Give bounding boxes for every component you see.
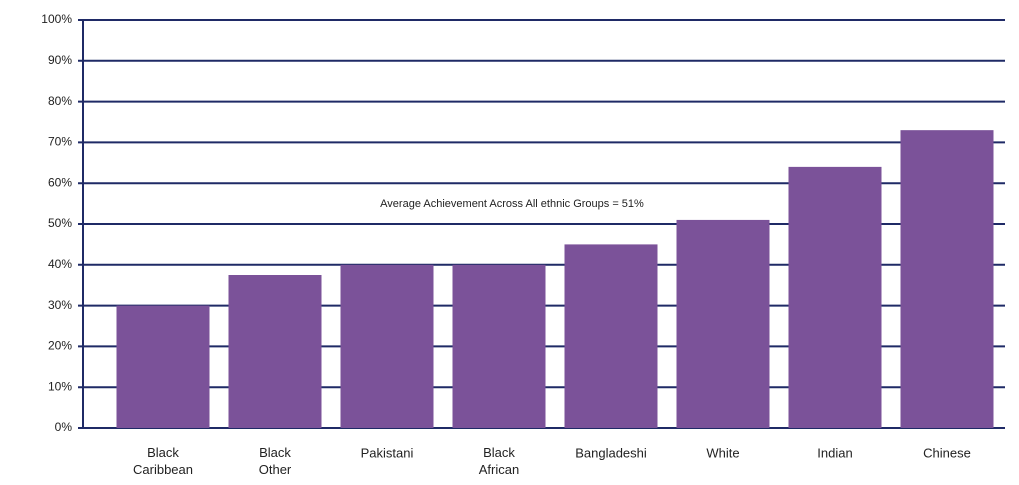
bar [340, 264, 434, 428]
y-tick-label: 30% [48, 298, 72, 312]
x-tick-label: Black Caribbean [133, 445, 193, 477]
bar [228, 275, 322, 428]
y-tick-label: 70% [48, 135, 72, 149]
bar [116, 305, 210, 428]
x-tick-label: Black African [479, 445, 519, 477]
bar [788, 166, 882, 428]
x-tick-label: Pakistani [361, 445, 414, 460]
y-tick-label: 20% [48, 339, 72, 353]
annotation: Average Achievement Across All ethnic Gr… [380, 198, 644, 210]
y-tick-label: 10% [48, 379, 72, 393]
y-tick-label: 0% [55, 420, 73, 434]
bar [676, 219, 770, 428]
bar [452, 264, 546, 428]
x-tick-label: Indian [817, 445, 852, 460]
x-tick-label: Chinese [923, 445, 971, 460]
y-tick-label: 60% [48, 175, 72, 189]
y-tick-label: 90% [48, 53, 72, 67]
y-tick-label: 50% [48, 216, 72, 230]
y-tick-label: 80% [48, 94, 72, 108]
y-tick-label: 40% [48, 257, 72, 271]
x-tick-label: Black Other [259, 445, 292, 477]
bar [564, 244, 658, 428]
x-tick-label: White [706, 445, 739, 460]
y-tick-label: 100% [41, 12, 72, 26]
x-tick-label: Bangladeshi [575, 445, 647, 460]
bar [900, 130, 994, 428]
